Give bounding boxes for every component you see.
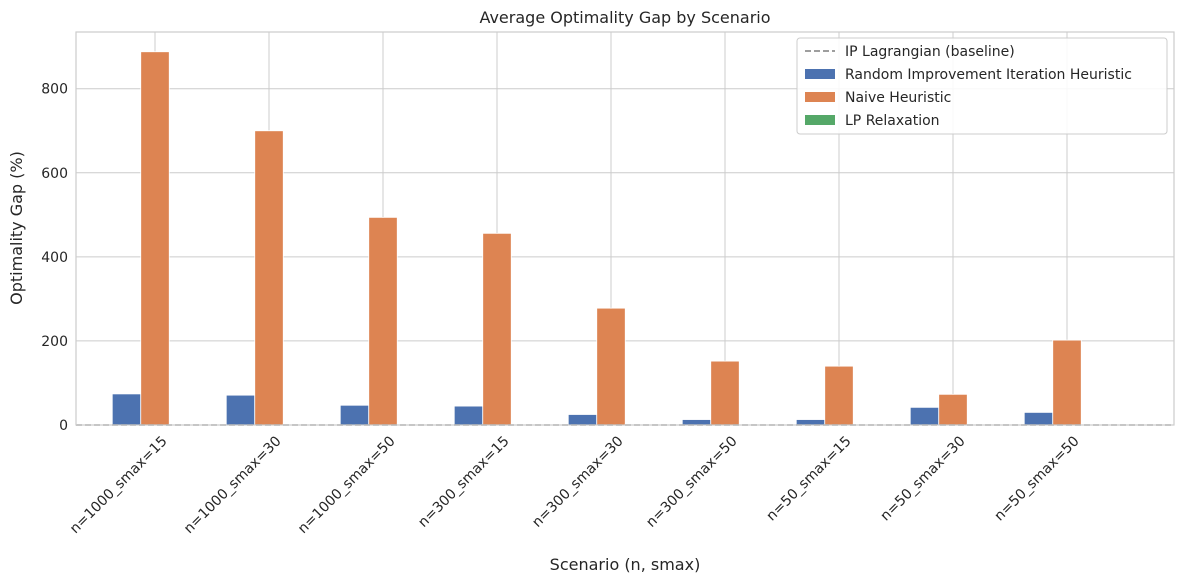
bar-naive-heuristic-6: [824, 365, 854, 426]
legend-label-baseline: IP Lagrangian (baseline): [845, 44, 1015, 60]
bar-random-improvement-iteration-heuristic-8: [1023, 411, 1054, 426]
bar-naive-heuristic-2: [368, 216, 398, 426]
x-tick-label: n=300_smax=50: [643, 433, 740, 530]
x-tick-label: n=300_smax=15: [415, 433, 512, 530]
y-tick-label: 200: [41, 334, 68, 350]
plot-frame: [75, 31, 1175, 426]
x-tick-label: n=50_smax=30: [878, 433, 969, 524]
chart-title: Average Optimality Gap by Scenario: [479, 8, 770, 27]
bar-naive-heuristic-0: [140, 51, 170, 426]
legend-swatch-1: [805, 92, 835, 102]
legend-swatch-2: [805, 115, 835, 125]
legend-box: [796, 37, 1168, 135]
bar-random-improvement-iteration-heuristic-1: [225, 394, 256, 426]
y-axis-ticks: 0 200 400 600 800: [41, 82, 68, 434]
bar-random-improvement-iteration-heuristic-4: [567, 414, 598, 426]
legend-label-series-2: LP Relaxation: [845, 113, 940, 129]
y-tick-label: 800: [41, 82, 68, 98]
bar-random-improvement-iteration-heuristic-3: [453, 405, 484, 426]
legend-label-series-1: Naive Heuristic: [845, 90, 951, 106]
bar-random-improvement-iteration-heuristic-7: [909, 406, 940, 426]
x-tick-label: n=1000_smax=50: [295, 433, 399, 537]
legend-label-series-0: Random Improvement Iteration Heuristic: [845, 67, 1132, 83]
x-axis-label: Scenario (n, smax): [550, 555, 701, 574]
bar-naive-heuristic-4: [596, 307, 626, 426]
bar-naive-heuristic-7: [938, 393, 968, 426]
bars: [111, 51, 1111, 426]
y-tick-label: 600: [41, 166, 68, 182]
bar-naive-heuristic-1: [254, 130, 284, 426]
bar-random-improvement-iteration-heuristic-6: [795, 419, 826, 426]
x-tick-label: n=50_smax=15: [764, 433, 855, 524]
legend: IP Lagrangian (baseline) Random Improvem…: [796, 37, 1168, 135]
y-axis-label: Optimality Gap (%): [7, 151, 26, 305]
bar-naive-heuristic-3: [482, 232, 512, 426]
y-tick-label: 0: [59, 418, 68, 434]
x-tick-label: n=1000_smax=15: [67, 433, 171, 537]
bar-random-improvement-iteration-heuristic-0: [111, 393, 142, 426]
y-tick-label: 400: [41, 250, 68, 266]
bar-random-improvement-iteration-heuristic-2: [339, 404, 370, 426]
x-tick-label: n=50_smax=50: [992, 433, 1083, 524]
x-axis-ticks: n=1000_smax=15 n=1000_smax=30 n=1000_smax=…: [67, 433, 1083, 537]
x-tick-label: n=300_smax=30: [529, 433, 626, 530]
bar-naive-heuristic-8: [1052, 339, 1082, 426]
bar-naive-heuristic-5: [710, 360, 740, 426]
legend-swatch-0: [805, 69, 835, 79]
x-tick-label: n=1000_smax=30: [181, 433, 285, 537]
bar-random-improvement-iteration-heuristic-5: [681, 419, 712, 426]
